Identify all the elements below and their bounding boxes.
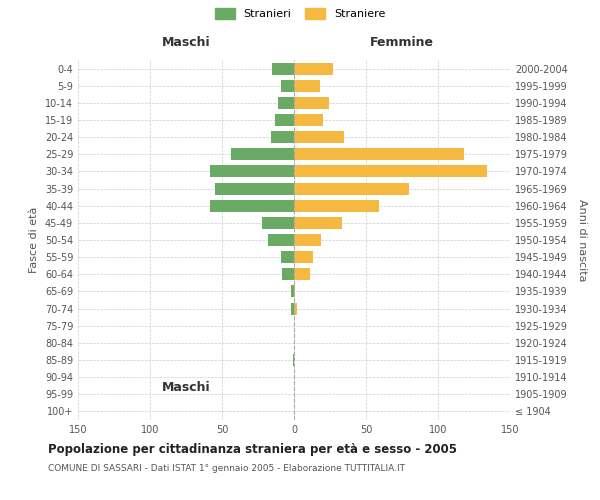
- Bar: [211, 200, 294, 211]
- Y-axis label: Anni di nascita: Anni di nascita: [577, 198, 587, 281]
- Text: Maschi: Maschi: [161, 36, 211, 49]
- Bar: [294, 80, 320, 92]
- Text: Maschi: Maschi: [161, 381, 211, 394]
- Text: COMUNE DI SASSARI - Dati ISTAT 1° gennaio 2005 - Elaborazione TUTTITALIA.IT: COMUNE DI SASSARI - Dati ISTAT 1° gennai…: [48, 464, 405, 473]
- Bar: [294, 114, 323, 126]
- Bar: [283, 268, 294, 280]
- Bar: [294, 131, 344, 143]
- Bar: [272, 62, 294, 74]
- Bar: [278, 97, 294, 109]
- Bar: [294, 217, 341, 229]
- Bar: [294, 286, 295, 298]
- Bar: [294, 97, 329, 109]
- Bar: [291, 286, 294, 298]
- Bar: [262, 217, 294, 229]
- Bar: [294, 148, 464, 160]
- Bar: [294, 62, 333, 74]
- Bar: [271, 131, 294, 143]
- Text: Femmine: Femmine: [370, 36, 434, 49]
- Bar: [294, 200, 379, 211]
- Text: Popolazione per cittadinanza straniera per età e sesso - 2005: Popolazione per cittadinanza straniera p…: [48, 442, 457, 456]
- Bar: [294, 251, 313, 263]
- Bar: [211, 166, 294, 177]
- Bar: [294, 268, 310, 280]
- Bar: [294, 234, 322, 246]
- Bar: [294, 302, 297, 314]
- Bar: [230, 148, 294, 160]
- Y-axis label: Fasce di età: Fasce di età: [29, 207, 39, 273]
- Bar: [215, 182, 294, 194]
- Bar: [294, 166, 487, 177]
- Bar: [281, 80, 294, 92]
- Legend: Stranieri, Straniere: Stranieri, Straniere: [215, 8, 385, 19]
- Bar: [294, 182, 409, 194]
- Bar: [268, 234, 294, 246]
- Bar: [293, 354, 294, 366]
- Bar: [275, 114, 294, 126]
- Bar: [291, 302, 294, 314]
- Bar: [281, 251, 294, 263]
